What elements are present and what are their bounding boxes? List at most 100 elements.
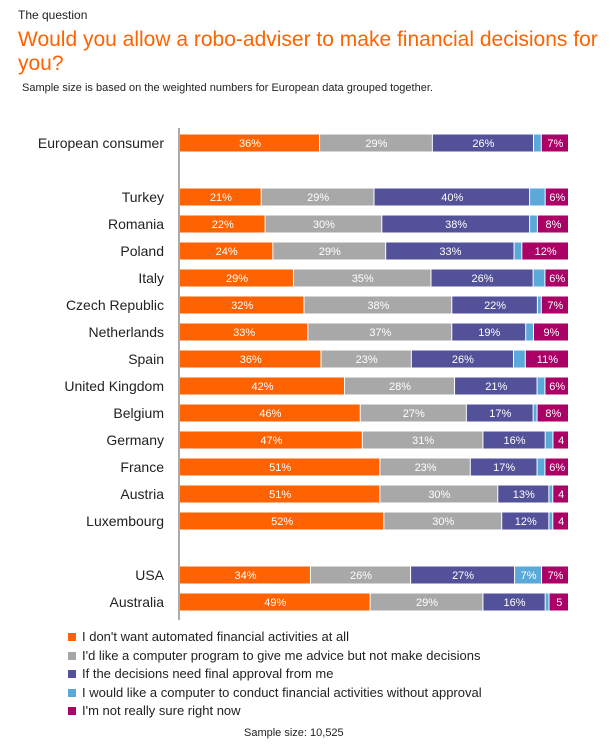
category-label: European consumer [38, 135, 164, 151]
bar-segment [525, 350, 568, 368]
legend-label: I'm not really sure right now [82, 703, 241, 718]
category-label: Luxembourg [86, 513, 164, 529]
data-label: 12% [515, 516, 537, 528]
bar-segment [370, 593, 483, 611]
data-label: 42% [251, 381, 273, 393]
category-label: Poland [120, 243, 164, 259]
bar-segment [537, 215, 568, 233]
chart-title: Would you allow a robo-adviser to make f… [18, 28, 598, 75]
bar-segment [553, 512, 568, 530]
legend-item: I don't want automated financial activit… [68, 628, 482, 647]
data-label: 37% [369, 327, 391, 339]
bar-segment [533, 134, 541, 152]
bar-segment [180, 431, 362, 449]
bar-segment [452, 323, 526, 341]
data-label: 40% [441, 192, 463, 204]
legend-label: I would like a computer to conduct finan… [82, 684, 482, 700]
data-label: 16% [504, 435, 526, 447]
category-label: Turkey [122, 189, 164, 205]
data-label: 52% [271, 516, 293, 528]
bar-segment [533, 404, 537, 422]
data-label: 17% [489, 408, 511, 420]
legend-swatch [68, 670, 76, 679]
bar-segment [514, 242, 522, 260]
bar-segment [310, 566, 411, 584]
data-label: 26% [472, 138, 494, 150]
bar-segment [515, 566, 542, 584]
chart-subtitle: Sample size is based on the weighted num… [22, 82, 433, 94]
category-label: Belgium [113, 405, 164, 421]
bar-segment [380, 458, 470, 476]
data-label: 31% [412, 435, 434, 447]
bar-segment [384, 512, 502, 530]
data-label: 26% [452, 354, 474, 366]
legend-label: I don't want automated financial activit… [82, 629, 349, 644]
data-label: 24% [216, 246, 238, 258]
category-label: France [120, 459, 164, 475]
bar-segment [483, 431, 545, 449]
data-label: 19% [478, 327, 500, 339]
category-label: Germany [106, 432, 164, 448]
bar-segment [320, 134, 432, 152]
data-label: 35% [352, 273, 374, 285]
bar-segment [537, 404, 568, 422]
bar-segment [498, 485, 549, 503]
data-label: 30% [428, 489, 450, 501]
data-label: 8% [545, 219, 561, 231]
bar-segment [455, 377, 537, 395]
bar-segment [542, 566, 568, 584]
bar-segment [431, 269, 533, 287]
bar-segment [273, 242, 386, 260]
data-label: 51% [269, 462, 291, 474]
bar-segment [537, 458, 545, 476]
data-label: 46% [259, 408, 281, 420]
data-label: 32% [231, 300, 253, 312]
data-label: 47% [260, 435, 282, 447]
data-label: 23% [415, 462, 437, 474]
data-label: 16% [504, 597, 526, 609]
data-label: 51% [269, 489, 291, 501]
bar-segment [180, 215, 265, 233]
data-label: 12% [535, 246, 557, 258]
data-label: 6% [549, 273, 565, 285]
bar-segment [553, 485, 568, 503]
category-label: USA [135, 567, 164, 583]
data-label: 8% [545, 408, 561, 420]
data-label: 49% [264, 597, 286, 609]
bar-segment [180, 566, 310, 584]
legend-item: I'd like a computer program to give me a… [68, 647, 482, 666]
data-label: 7% [547, 300, 563, 312]
bar-segment [502, 512, 549, 530]
data-label: 26% [350, 570, 372, 582]
bar-segment [180, 296, 304, 314]
data-label: 38% [367, 300, 389, 312]
bar-segment [180, 134, 320, 152]
data-label: 33% [439, 246, 461, 258]
bar-segment [530, 188, 545, 206]
data-label: 29% [365, 138, 387, 150]
data-label: 29% [319, 246, 341, 258]
bar-segment [180, 350, 321, 368]
legend-label: I'd like a computer program to give me a… [82, 647, 481, 663]
bar-segment [530, 215, 537, 233]
stacked-bar-chart: European consumer 36% 29% 26% 7% Turkey 21% 29%… [38, 128, 568, 620]
bar-segment [452, 296, 537, 314]
bar-segment [545, 593, 549, 611]
data-label: 6% [549, 192, 565, 204]
bar-segment [180, 485, 380, 503]
data-label: 30% [432, 516, 454, 528]
data-label: 5 [556, 597, 562, 609]
category-label: Australia [110, 594, 165, 610]
kicker: The question [18, 8, 88, 22]
data-label: 21% [485, 381, 507, 393]
bar-segment [321, 350, 411, 368]
legend-swatch [68, 707, 76, 716]
bar-segment [432, 134, 533, 152]
data-label: 34% [234, 570, 256, 582]
data-label: 7% [548, 570, 564, 582]
data-label: 27% [403, 408, 425, 420]
bar-segment [180, 404, 360, 422]
bar-segment [549, 485, 553, 503]
bar-segment [545, 377, 568, 395]
category-label: Czech Republic [66, 297, 164, 313]
